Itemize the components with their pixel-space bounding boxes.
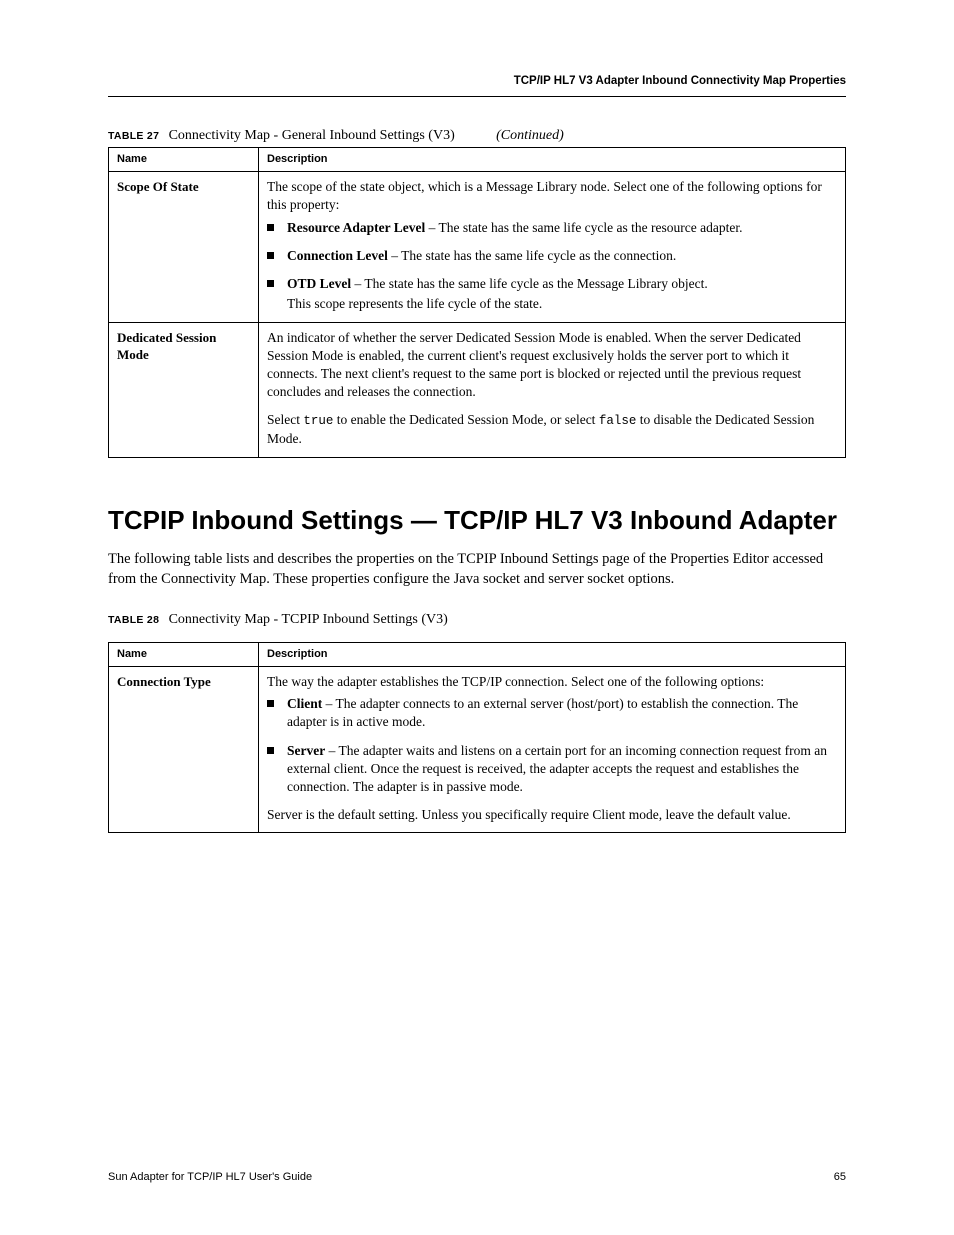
bullet-text: – The state has the same life cycle as t…	[351, 276, 708, 291]
table28-col-name: Name	[109, 643, 259, 667]
table28-title: Connectivity Map - TCPIP Inbound Setting…	[169, 612, 448, 627]
table27-title: Connectivity Map - General Inbound Setti…	[169, 128, 455, 143]
list-item: Server – The adapter waits and listens o…	[267, 742, 837, 797]
bullet-term: Resource Adapter Level	[287, 220, 425, 235]
table27-caption: TABLE 27 Connectivity Map - General Inbo…	[108, 127, 846, 146]
table28-col-desc: Description	[259, 643, 846, 667]
list-item: Client – The adapter connects to an exte…	[267, 695, 837, 731]
list-item: OTD Level – The state has the same life …	[267, 275, 837, 313]
table27-col-desc: Description	[259, 148, 846, 172]
page-number: 65	[834, 1170, 846, 1185]
row-desc: An indicator of whether the server Dedic…	[259, 322, 846, 457]
table28: Name Description Connection Type The way…	[108, 642, 846, 833]
text: to enable the Dedicated Session Mode, or…	[333, 412, 598, 427]
table-row: Connection Type The way the adapter esta…	[109, 666, 846, 833]
bullet-tail: This scope represents the life cycle of …	[287, 295, 837, 313]
row-intro: The way the adapter establishes the TCP/…	[267, 673, 837, 691]
running-head: TCP/IP HL7 V3 Adapter Inbound Connectivi…	[108, 74, 846, 97]
section-body: The following table lists and describes …	[108, 550, 846, 589]
table27-label: TABLE 27	[108, 130, 165, 142]
bullet-text: – The adapter connects to an external se…	[287, 696, 798, 729]
row-desc: The scope of the state object, which is …	[259, 172, 846, 322]
table27-col-name: Name	[109, 148, 259, 172]
table27: Name Description Scope Of State The scop…	[108, 147, 846, 457]
bullet-term: Connection Level	[287, 248, 388, 263]
bullet-term: OTD Level	[287, 276, 351, 291]
table-row: Dedicated Session Mode An indicator of w…	[109, 322, 846, 457]
page-footer: Sun Adapter for TCP/IP HL7 User's Guide …	[108, 1170, 846, 1185]
table28-caption: TABLE 28 Connectivity Map - TCPIP Inboun…	[108, 611, 846, 630]
footer-title: Sun Adapter for TCP/IP HL7 User's Guide	[108, 1170, 312, 1185]
table-row: Scope Of State The scope of the state ob…	[109, 172, 846, 322]
list-item: Resource Adapter Level – The state has t…	[267, 219, 837, 237]
bullet-list: Resource Adapter Level – The state has t…	[267, 219, 837, 314]
row-name: Dedicated Session Mode	[109, 322, 259, 457]
row-tail: Server is the default setting. Unless yo…	[267, 806, 837, 824]
code-true: true	[303, 414, 333, 428]
row-name: Scope Of State	[109, 172, 259, 322]
row-desc: The way the adapter establishes the TCP/…	[259, 666, 846, 833]
bullet-text: – The state has the same life cycle as t…	[388, 248, 676, 263]
bullet-term: Server	[287, 743, 325, 758]
list-item: Connection Level – The state has the sam…	[267, 247, 837, 265]
row-para: Select true to enable the Dedicated Sess…	[267, 411, 837, 448]
code-false: false	[599, 414, 637, 428]
text: Select	[267, 412, 303, 427]
table28-label: TABLE 28	[108, 614, 165, 626]
row-name: Connection Type	[109, 666, 259, 833]
bullet-term: Client	[287, 696, 322, 711]
bullet-list: Client – The adapter connects to an exte…	[267, 695, 837, 796]
table27-continued: (Continued)	[458, 128, 564, 143]
section-heading: TCPIP Inbound Settings — TCP/IP HL7 V3 I…	[108, 504, 846, 537]
bullet-text: – The state has the same life cycle as t…	[425, 220, 742, 235]
row-intro: The scope of the state object, which is …	[267, 178, 837, 214]
row-para: An indicator of whether the server Dedic…	[267, 329, 837, 402]
bullet-text: – The adapter waits and listens on a cer…	[287, 743, 827, 794]
